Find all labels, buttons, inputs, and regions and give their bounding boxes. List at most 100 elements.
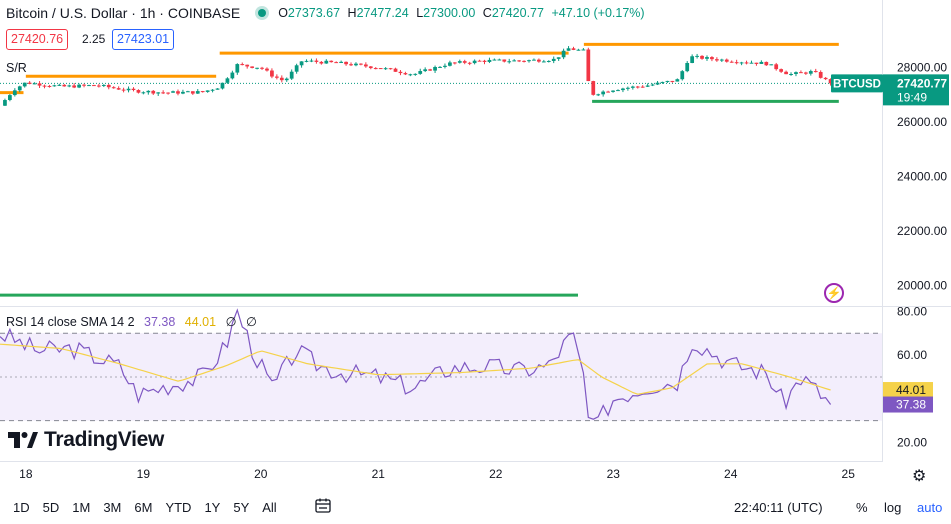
- timeframe-6m[interactable]: 6M: [134, 499, 153, 515]
- candle-body[interactable]: [428, 69, 432, 71]
- candle-body[interactable]: [626, 87, 630, 89]
- candle-body[interactable]: [472, 60, 477, 64]
- candle-body[interactable]: [185, 91, 190, 93]
- candle-body[interactable]: [784, 71, 788, 75]
- candle-body[interactable]: [52, 85, 57, 87]
- time-tick-label[interactable]: 24: [724, 467, 738, 481]
- candle-body[interactable]: [373, 68, 378, 70]
- candle-body[interactable]: [339, 61, 344, 63]
- candle-body[interactable]: [586, 49, 591, 82]
- candle-body[interactable]: [630, 86, 635, 88]
- candle-body[interactable]: [606, 91, 610, 93]
- candle-body[interactable]: [779, 69, 784, 72]
- candle-body[interactable]: [423, 69, 428, 72]
- timeframe-5y[interactable]: 5Y: [233, 499, 250, 515]
- candle-body[interactable]: [517, 60, 521, 62]
- candle-body[interactable]: [512, 60, 517, 62]
- candle-body[interactable]: [136, 90, 141, 93]
- time-tick-label[interactable]: 19: [137, 467, 151, 481]
- candle-body[interactable]: [507, 61, 512, 63]
- timeframe-5d[interactable]: 5D: [42, 499, 60, 515]
- candle-body[interactable]: [670, 80, 675, 82]
- candle-body[interactable]: [17, 86, 22, 91]
- candle-body[interactable]: [823, 77, 828, 80]
- rsi-layer[interactable]: [0, 308, 882, 422]
- candle-body[interactable]: [566, 48, 571, 51]
- candle-body[interactable]: [334, 62, 339, 64]
- timeframe-ytd[interactable]: YTD: [165, 499, 192, 515]
- candle-body[interactable]: [3, 100, 7, 106]
- candle-body[interactable]: [527, 60, 531, 62]
- candle-body[interactable]: [438, 66, 442, 68]
- timeframe-3m[interactable]: 3M: [103, 499, 122, 515]
- candle-body[interactable]: [413, 73, 418, 75]
- candle-body[interactable]: [368, 66, 373, 69]
- candle-body[interactable]: [457, 61, 462, 63]
- candle-body[interactable]: [8, 95, 12, 101]
- candle-body[interactable]: [408, 74, 413, 76]
- candle-body[interactable]: [255, 67, 259, 69]
- candle-body[interactable]: [62, 84, 67, 87]
- candle-body[interactable]: [403, 73, 408, 75]
- candle-body[interactable]: [265, 68, 269, 71]
- candle-body[interactable]: [324, 60, 329, 64]
- candle-body[interactable]: [299, 61, 304, 66]
- candle-body[interactable]: [467, 62, 472, 64]
- candle-body[interactable]: [245, 64, 250, 67]
- candle-body[interactable]: [393, 68, 398, 72]
- candle-body[interactable]: [230, 72, 235, 79]
- candle-body[interactable]: [739, 62, 744, 64]
- candle-body[interactable]: [710, 57, 714, 60]
- candle-body[interactable]: [171, 91, 175, 93]
- candle-body[interactable]: [309, 60, 314, 62]
- candle-body[interactable]: [502, 59, 507, 62]
- candle-body[interactable]: [744, 62, 749, 64]
- candle-body[interactable]: [769, 64, 774, 66]
- rsi-legend[interactable]: RSI 14 close SMA 14 2 37.38 44.01 ∅ ∅: [6, 314, 257, 329]
- candle-body[interactable]: [176, 91, 180, 94]
- candle-body[interactable]: [645, 85, 650, 87]
- sr-indicator-label[interactable]: S/R: [6, 61, 27, 75]
- gear-icon[interactable]: ⚙: [912, 468, 927, 485]
- candle-body[interactable]: [789, 73, 793, 75]
- candle-body[interactable]: [304, 60, 309, 62]
- candle-body[interactable]: [126, 88, 131, 91]
- buy-button[interactable]: 27423.01: [112, 29, 175, 50]
- candle-body[interactable]: [220, 82, 225, 89]
- candle-body[interactable]: [205, 90, 210, 92]
- candle-body[interactable]: [329, 60, 334, 63]
- candle-body[interactable]: [635, 86, 640, 88]
- candle-body[interactable]: [166, 92, 170, 94]
- candle-body[interactable]: [349, 64, 353, 66]
- candle-body[interactable]: [522, 60, 526, 62]
- time-tick-label[interactable]: 23: [607, 467, 621, 481]
- time-tick-label[interactable]: 20: [254, 467, 268, 481]
- candle-body[interactable]: [181, 91, 185, 94]
- utc-clock[interactable]: 22:40:11 (UTC): [734, 499, 823, 515]
- candle-body[interactable]: [77, 84, 81, 88]
- candle-body[interactable]: [537, 59, 541, 62]
- candle-body[interactable]: [97, 85, 101, 87]
- candle-body[interactable]: [190, 91, 195, 94]
- candle-body[interactable]: [452, 62, 457, 64]
- candle-body[interactable]: [82, 84, 86, 86]
- candle-body[interactable]: [32, 83, 37, 85]
- candle-body[interactable]: [359, 63, 363, 65]
- candle-body[interactable]: [92, 85, 96, 87]
- sma-series-line[interactable]: [0, 343, 831, 395]
- candle-body[interactable]: [240, 64, 245, 66]
- candle-body[interactable]: [828, 79, 833, 84]
- candle-body[interactable]: [611, 90, 615, 92]
- candle-body[interactable]: [660, 81, 665, 83]
- candle-body[interactable]: [799, 72, 803, 74]
- timeframe-1y[interactable]: 1Y: [204, 499, 221, 515]
- candle-body[interactable]: [640, 86, 645, 88]
- candle-body[interactable]: [67, 85, 72, 87]
- candle-body[interactable]: [146, 90, 151, 93]
- candle-body[interactable]: [398, 71, 403, 74]
- candle-body[interactable]: [141, 92, 146, 94]
- candle-body[interactable]: [131, 88, 136, 91]
- candle-body[interactable]: [705, 57, 709, 59]
- candle-body[interactable]: [650, 84, 655, 86]
